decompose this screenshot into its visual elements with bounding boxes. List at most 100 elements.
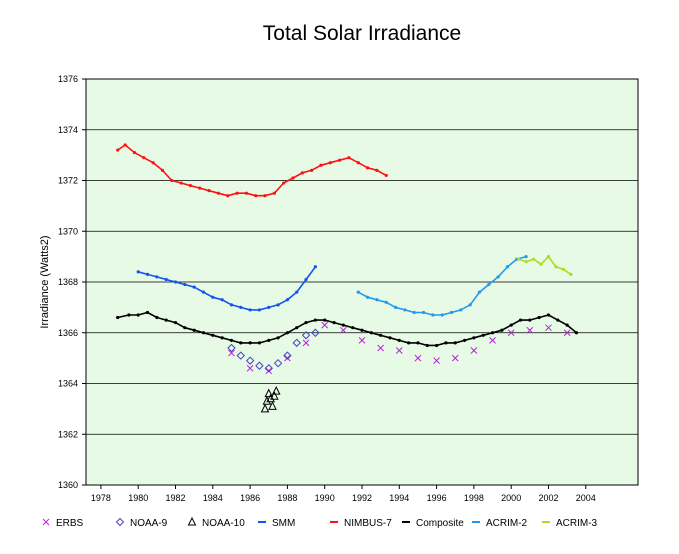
data-point-noaa-9 [264, 364, 273, 373]
data-point-composite [341, 323, 345, 327]
legend-label-smm: SMM [272, 518, 295, 529]
data-point-composite [369, 331, 373, 335]
y-tick-label: 1370 [58, 226, 78, 236]
data-point-smm [295, 290, 299, 294]
data-point-nimbus-7 [235, 191, 239, 195]
data-point-smm [220, 298, 224, 302]
data-point-nimbus-7 [160, 168, 165, 172]
x-tick-label: 1994 [389, 493, 409, 503]
data-point-composite [537, 315, 541, 320]
data-point-composite [425, 343, 429, 348]
data-point-erbs [339, 326, 347, 334]
data-point-noaa-9 [245, 356, 255, 365]
data-point-smm [164, 277, 168, 282]
data-point-smm [276, 303, 280, 307]
data-point-erbs [414, 354, 422, 362]
data-point-acrim-3 [539, 262, 543, 266]
data-point-nimbus-7 [151, 161, 155, 165]
legend-item-nimbus-7: NIMBUS-7 [330, 518, 392, 529]
data-point-acrim-2 [384, 300, 388, 304]
gridlines [86, 78, 638, 486]
data-point-noaa-10 [260, 403, 270, 413]
data-point-acrim-3 [546, 255, 551, 259]
data-point-composite [239, 341, 243, 345]
y-tick-label: 1368 [58, 277, 78, 287]
data-point-smm [201, 290, 206, 294]
data-point-composite [490, 331, 495, 335]
data-point-composite [462, 338, 467, 342]
axes: 1360 1362 1364 1366 1368 1370 1372 1374 1376 1978… [58, 74, 596, 503]
x-tick-label: 1978 [91, 493, 111, 503]
data-point-composite [434, 343, 439, 348]
data-point-acrim-2 [421, 310, 426, 315]
data-point-acrim-3 [569, 272, 573, 276]
x-tick-label: 1996 [427, 493, 447, 503]
data-point-acrim-2 [412, 310, 416, 315]
x-tick-label: 2002 [538, 493, 558, 503]
series-layer [116, 143, 579, 413]
data-point-nimbus-7 [216, 191, 221, 195]
x-tick-label: 2004 [576, 493, 596, 503]
y-tick-label: 1364 [58, 379, 78, 389]
legend-item-composite: Composite [402, 518, 464, 529]
data-point-smm [239, 305, 243, 309]
data-point-nimbus-7 [132, 150, 137, 155]
data-point-noaa-10 [268, 401, 277, 410]
data-point-erbs [265, 367, 273, 375]
x-tick-label: 1986 [240, 493, 260, 503]
data-point-composite [276, 336, 280, 340]
data-point-smm [313, 265, 317, 269]
data-point-acrim-2 [403, 308, 407, 312]
data-point-noaa-9 [227, 343, 236, 353]
legend-label-noaa-10: NOAA-10 [202, 518, 245, 529]
data-point-composite [116, 315, 120, 320]
series-composite [116, 310, 579, 348]
x-tick-label: 1988 [277, 493, 297, 503]
data-point-acrim-2 [505, 265, 510, 269]
data-point-noaa-10 [270, 391, 279, 400]
data-point-nimbus-7 [207, 189, 211, 193]
data-point-acrim-3 [531, 257, 536, 261]
series-noaa-9 [227, 328, 320, 373]
data-point-acrim-2 [440, 313, 444, 317]
data-point-composite [285, 331, 290, 335]
series-acrim-2 [356, 255, 528, 317]
data-point-nimbus-7 [226, 194, 230, 198]
data-point-composite [500, 328, 504, 332]
data-point-noaa-9 [301, 331, 311, 340]
legend-label-nimbus-7: NIMBUS-7 [344, 518, 392, 529]
series-noaa-10 [260, 385, 281, 413]
data-point-acrim-2 [524, 255, 528, 259]
data-point-acrim-2 [356, 290, 360, 294]
data-point-composite [472, 336, 476, 340]
data-point-composite [444, 341, 448, 345]
data-point-nimbus-7 [170, 178, 174, 183]
data-point-composite [360, 328, 364, 332]
data-point-composite [155, 315, 159, 320]
x-tick-label: 1998 [464, 493, 484, 503]
data-point-erbs [284, 354, 291, 362]
data-point-composite [528, 318, 532, 322]
data-point-smm [192, 285, 196, 289]
data-point-composite [453, 341, 457, 345]
data-point-composite [481, 333, 485, 337]
data-point-erbs [433, 357, 440, 365]
data-point-acrim-2 [496, 275, 500, 279]
legend-label-acrim-2: ACRIM-2 [486, 518, 528, 529]
data-point-erbs [545, 324, 552, 332]
data-point-smm [145, 272, 150, 276]
data-point-smm [267, 305, 271, 309]
data-point-noaa-9 [255, 361, 264, 370]
y-axis-label: Irradiance (Watts2) [39, 235, 51, 328]
data-point-nimbus-7 [319, 163, 323, 167]
data-point-acrim-3 [561, 267, 566, 271]
data-point-smm [257, 308, 262, 312]
legend-item-acrim-2: ACRIM-2 [472, 518, 528, 529]
y-tick-label: 1362 [58, 429, 78, 439]
data-point-composite [257, 341, 262, 345]
data-point-noaa-9 [273, 358, 283, 368]
data-point-nimbus-7 [116, 148, 120, 152]
data-point-composite [164, 318, 168, 322]
y-tick-label: 1376 [58, 74, 78, 84]
y-tick-label: 1366 [58, 328, 78, 338]
